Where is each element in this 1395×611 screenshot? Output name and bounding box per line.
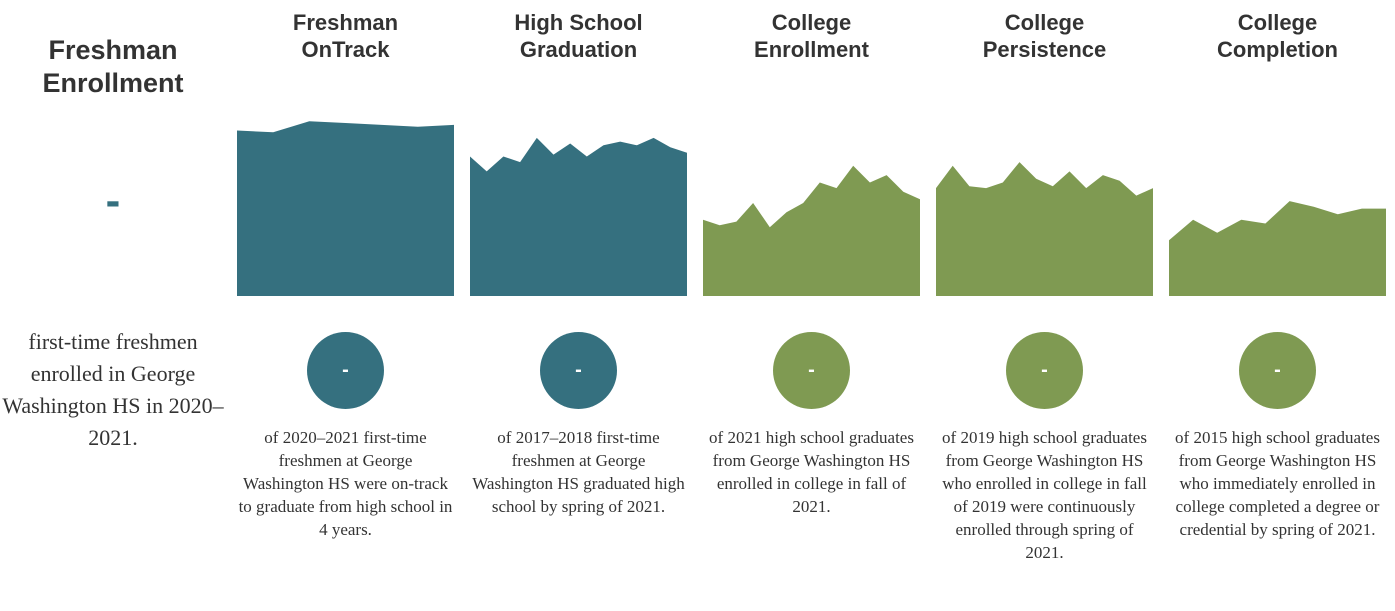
area bbox=[470, 137, 687, 296]
sparkline bbox=[703, 165, 920, 296]
title-line: OnTrack bbox=[301, 37, 390, 62]
stage: High School Graduation - of 2017–2018 first… bbox=[470, 0, 687, 611]
title-line: Enrollment bbox=[754, 37, 869, 62]
area bbox=[237, 121, 454, 296]
title-line: Persistence bbox=[982, 37, 1107, 62]
value-circle: - bbox=[1006, 332, 1083, 409]
stage-description: of 2021 high school graduates from Georg… bbox=[709, 428, 914, 516]
value-circle: - bbox=[1239, 332, 1316, 409]
stage-description: of 2015 high school graduates from Georg… bbox=[1175, 428, 1380, 539]
title-line: College bbox=[771, 10, 852, 35]
title-line: High School bbox=[514, 10, 643, 35]
stage-description: of 2019 high school graduates from Georg… bbox=[942, 428, 1147, 562]
stage-title: High School Graduation bbox=[470, 9, 687, 63]
title-line: Freshman bbox=[48, 35, 178, 65]
sparkline bbox=[237, 121, 454, 296]
title-line: Graduation bbox=[519, 37, 638, 62]
stage-description: of 2020–2021 first-time freshmen at Geor… bbox=[238, 428, 453, 539]
stage: College Enrollment - of 2021 high school gr… bbox=[703, 0, 920, 611]
sparkline bbox=[936, 162, 1153, 296]
area bbox=[1169, 201, 1386, 296]
enrollment-value: - bbox=[105, 176, 121, 225]
stage: College Persistence - of 2019 high school g… bbox=[936, 0, 1153, 611]
title-line: College bbox=[1237, 10, 1318, 35]
title-line: Freshman bbox=[292, 10, 399, 35]
stage: Freshman OnTrack - of 2020–2021 first-time … bbox=[237, 0, 454, 611]
title-line: Completion bbox=[1217, 37, 1338, 62]
enrollment-panel: Freshman Enrollment - first-time freshmen… bbox=[0, 0, 226, 611]
area bbox=[703, 165, 920, 296]
stage-title: College Persistence bbox=[936, 9, 1153, 63]
title-line: Enrollment bbox=[42, 68, 184, 98]
stage-title: College Completion bbox=[1169, 9, 1386, 63]
sparkline bbox=[1169, 201, 1386, 296]
stage-description: of 2017–2018 first-time freshmen at Geor… bbox=[472, 428, 685, 516]
stage-title: Freshman OnTrack bbox=[237, 9, 454, 63]
stage: College Completion - of 2015 high school gr… bbox=[1169, 0, 1386, 611]
enrollment-description: first-time freshmen enrolled in George W… bbox=[2, 329, 224, 450]
value-circle: - bbox=[773, 332, 850, 409]
title-line: College bbox=[1004, 10, 1085, 35]
sparkline bbox=[470, 137, 687, 296]
stage-title: College Enrollment bbox=[703, 9, 920, 63]
area bbox=[936, 162, 1153, 296]
value-circle: - bbox=[307, 332, 384, 409]
value-circle: - bbox=[540, 332, 617, 409]
panel-title: Freshman Enrollment bbox=[0, 34, 226, 100]
